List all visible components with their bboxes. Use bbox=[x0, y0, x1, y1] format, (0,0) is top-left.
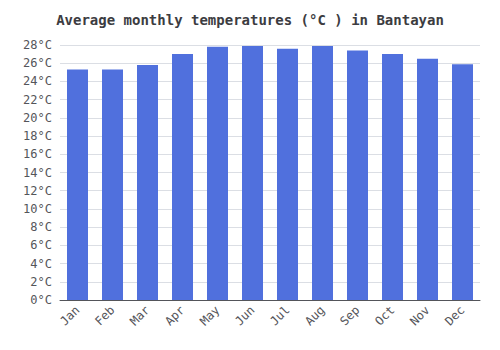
svg-text:2°C: 2°C bbox=[30, 275, 52, 289]
svg-text:May: May bbox=[197, 303, 222, 328]
svg-text:Nov: Nov bbox=[407, 303, 432, 328]
svg-text:18°C: 18°C bbox=[23, 129, 52, 143]
svg-text:Apr: Apr bbox=[162, 303, 187, 328]
svg-text:Jul: Jul bbox=[267, 303, 292, 328]
svg-text:8°C: 8°C bbox=[30, 220, 52, 234]
svg-text:Sep: Sep bbox=[337, 303, 362, 328]
svg-text:Aug: Aug bbox=[302, 303, 327, 328]
svg-text:20°C: 20°C bbox=[23, 111, 52, 125]
svg-text:26°C: 26°C bbox=[23, 56, 52, 70]
svg-text:22°C: 22°C bbox=[23, 93, 52, 107]
svg-text:16°C: 16°C bbox=[23, 147, 52, 161]
svg-text:28°C: 28°C bbox=[23, 38, 52, 52]
svg-text:Oct: Oct bbox=[372, 303, 397, 328]
svg-text:0°C: 0°C bbox=[30, 293, 52, 307]
svg-text:6°C: 6°C bbox=[30, 238, 52, 252]
svg-text:10°C: 10°C bbox=[23, 202, 52, 216]
svg-text:14°C: 14°C bbox=[23, 166, 52, 180]
svg-text:Jan: Jan bbox=[57, 303, 82, 328]
svg-text:4°C: 4°C bbox=[30, 257, 52, 271]
svg-text:Dec: Dec bbox=[442, 303, 467, 328]
svg-text:Jun: Jun bbox=[232, 303, 257, 328]
svg-text:24°C: 24°C bbox=[23, 74, 52, 88]
svg-text:12°C: 12°C bbox=[23, 184, 52, 198]
svg-text:Average monthly temperatures (: Average monthly temperatures (°C ) in Ba… bbox=[56, 12, 444, 28]
svg-text:Mar: Mar bbox=[127, 303, 152, 328]
svg-text:Feb: Feb bbox=[92, 303, 117, 328]
